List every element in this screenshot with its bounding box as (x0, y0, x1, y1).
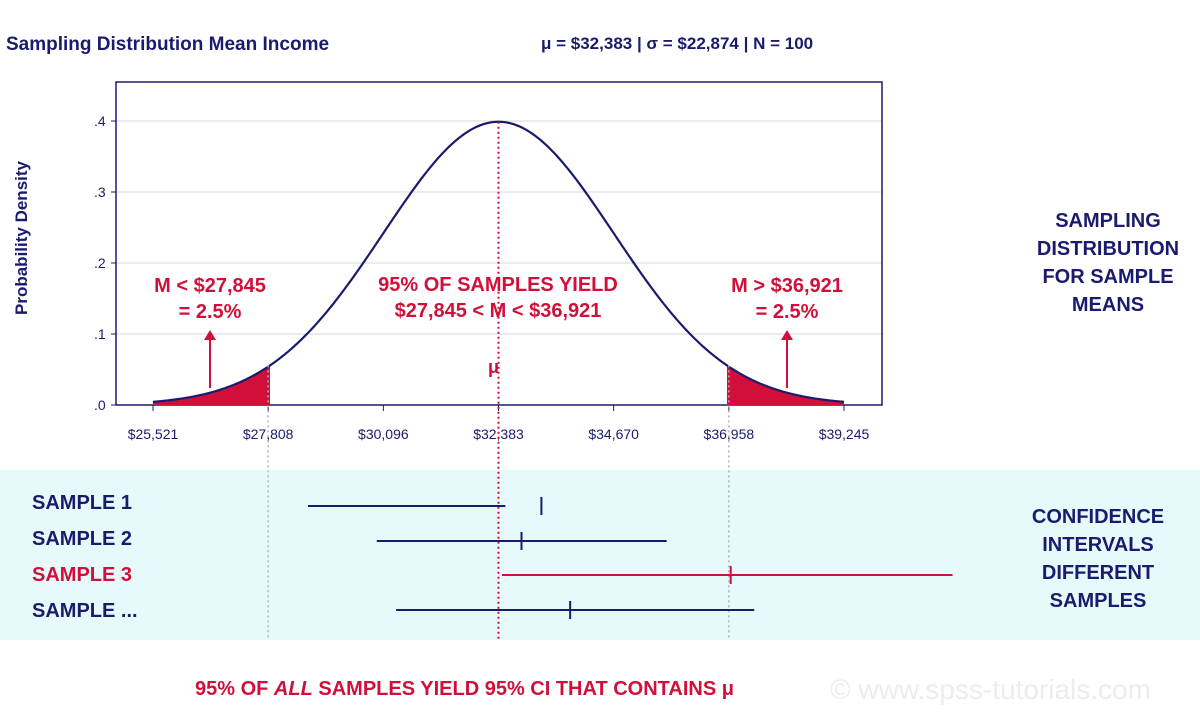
ci-side-label-line-1: CONFIDENCE (1031, 506, 1165, 528)
lower-tail-arrow-head (204, 330, 216, 340)
side-label-line-4: MEANS (1071, 294, 1145, 316)
x-tick-label-5: $36,958 (704, 426, 755, 442)
side-label-line-2: DISTRIBUTION (1036, 238, 1180, 260)
chart-subtitle: μ = $32,383 | σ = $22,874 | N = 100 (541, 34, 814, 53)
center-annotation-line-2: $27,845 < M < $36,921 (394, 300, 602, 322)
confidence-intervals-label: CONFIDENCE INTERVALS DIFFERENT SAMPLES (1000, 503, 1196, 615)
upper-tail-annotation: M > $36,921 = 2.5% (694, 273, 880, 325)
bottom-conclusion-note: 95% OF ALL SAMPLES YIELD 95% CI THAT CON… (195, 678, 734, 701)
x-tick-label-0: $25,521 (128, 426, 179, 442)
sampling-distribution-label: SAMPLING DISTRIBUTION FOR SAMPLE MEANS (1013, 207, 1200, 319)
bottom-note-part-2: SAMPLES YIELD 95% CI THAT CONTAINS μ (312, 678, 734, 700)
sample-label-1: SAMPLE 1 (32, 492, 133, 514)
sample-label-4: SAMPLE ... (32, 600, 138, 622)
side-label-line-3: FOR SAMPLE (1042, 266, 1174, 288)
mu-marker-label: μ (488, 357, 500, 377)
x-tick-label-6: $39,245 (819, 426, 870, 442)
x-tick-label-3: $32,383 (473, 426, 524, 442)
lower-tail-area (153, 365, 271, 405)
y-tick-label-3: .3 (94, 184, 106, 200)
center-annotation: 95% OF SAMPLES YIELD $27,845 < M < $36,9… (340, 272, 656, 324)
upper-tail-area (726, 365, 844, 405)
watermark: © www.spss-tutorials.com (830, 674, 1151, 705)
lower-tail-annotation-line-2: = 2.5% (178, 301, 242, 323)
ci-side-label-line-4: SAMPLES (1049, 590, 1147, 612)
lower-tail-annotation: M < $27,845 = 2.5% (120, 273, 300, 325)
upper-tail-annotation-line-1: M > $36,921 (731, 275, 843, 297)
x-tick-label-4: $34,670 (588, 426, 639, 442)
x-tick-label-1: $27,808 (243, 426, 294, 442)
y-tick-label-0: .0 (94, 397, 106, 413)
confidence-interval-band (0, 470, 1200, 640)
upper-tail-arrow-head (781, 330, 793, 340)
center-annotation-line-1: 95% OF SAMPLES YIELD (378, 274, 618, 296)
ci-side-label-line-3: DIFFERENT (1041, 562, 1155, 584)
ci-side-label-line-2: INTERVALS (1042, 534, 1154, 556)
upper-tail-annotation-line-2: = 2.5% (755, 301, 819, 323)
x-tick-label-2: $30,096 (358, 426, 409, 442)
lower-tail-annotation-line-1: M < $27,845 (154, 275, 266, 297)
y-tick-label-4: .4 (94, 113, 106, 129)
y-tick-label-2: .2 (94, 255, 106, 271)
y-tick-label-1: .1 (94, 326, 106, 342)
side-label-line-1: SAMPLING (1055, 210, 1161, 232)
sample-label-3: SAMPLE 3 (32, 564, 133, 586)
chart-title: Sampling Distribution Mean Income (6, 34, 330, 55)
bottom-note-emphasis: ALL (273, 678, 313, 700)
sample-label-2: SAMPLE 2 (32, 528, 133, 550)
y-axis-label: Probability Density (12, 161, 31, 315)
bottom-note-part-1: 95% OF (195, 678, 274, 700)
